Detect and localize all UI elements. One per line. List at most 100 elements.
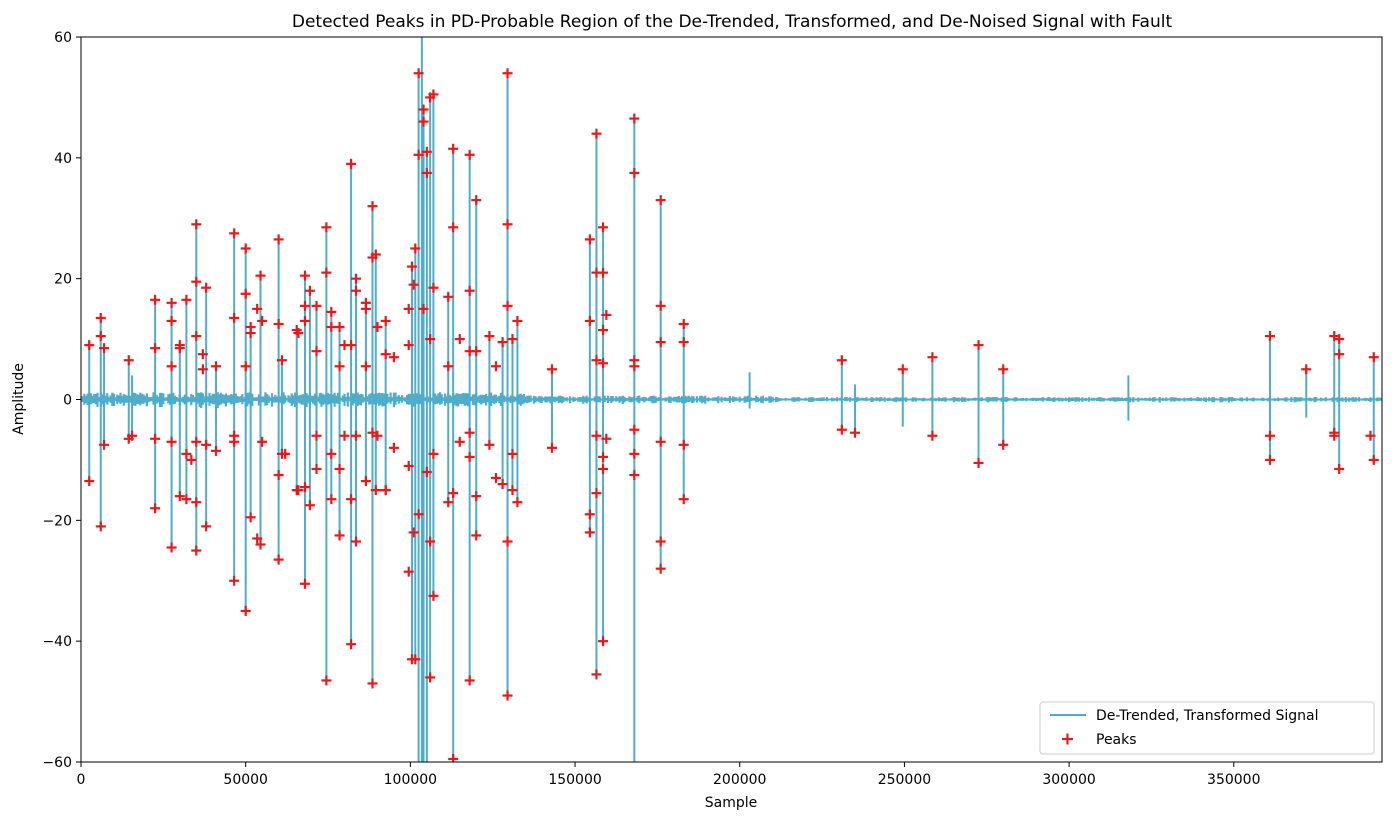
peak-marker [388, 442, 399, 453]
peak-marker [201, 521, 212, 532]
peak-marker [166, 436, 177, 447]
peak-marker [471, 346, 482, 357]
peak-marker [197, 364, 208, 375]
peak-marker [1368, 454, 1379, 465]
peak-marker [240, 243, 251, 254]
peak-marker [927, 352, 938, 363]
peak-marker [507, 334, 518, 345]
peak-marker [334, 361, 345, 372]
peak-marker [150, 294, 161, 305]
peak-marker [655, 563, 666, 574]
peak-marker [443, 291, 454, 302]
peak-marker [255, 270, 266, 281]
peak-marker [257, 436, 268, 447]
legend: De-Trended, Transformed Signal Peaks [1039, 701, 1375, 755]
peak-marker [304, 500, 315, 511]
peak-marker [678, 318, 689, 329]
y-axis-label: Amplitude [11, 363, 27, 435]
peak-marker [464, 427, 475, 438]
peak-marker [191, 497, 202, 508]
peak-marker [655, 195, 666, 206]
peak-marker [421, 146, 432, 157]
peak-marker [346, 158, 357, 169]
peak-marker [471, 491, 482, 502]
y-tick-label: −20 [42, 513, 72, 529]
peak-marker [127, 430, 138, 441]
peak-marker [321, 675, 332, 686]
peak-marker [408, 527, 419, 538]
peak-marker [403, 340, 414, 351]
peak-marker [421, 467, 432, 477]
peak-marker [448, 143, 459, 154]
peak-marker [229, 312, 240, 323]
peak-marker [95, 521, 106, 532]
peak-marker [850, 427, 861, 438]
peak-marker [598, 325, 609, 336]
peak-marker [388, 352, 399, 363]
peak-marker [418, 303, 429, 314]
peak-marker [418, 116, 429, 127]
peak-marker [454, 436, 465, 447]
peak-marker [240, 288, 251, 299]
peak-marker [484, 331, 495, 342]
peak-marker [299, 270, 310, 281]
peak-marker [123, 355, 134, 366]
peak-marker [252, 303, 263, 314]
peak-marker [512, 497, 523, 508]
peak-marker [326, 306, 337, 317]
peak-marker [191, 276, 202, 287]
x-axis: 0 50000 100000 150000 200000 250000 300000 3500… [77, 762, 1261, 788]
peak-marker [351, 430, 362, 441]
peak-marker [311, 463, 322, 474]
peak-marker [299, 315, 310, 326]
peak-marker [598, 222, 609, 233]
peak-marker [293, 485, 304, 496]
peak-marker [678, 439, 689, 450]
peak-marker [304, 285, 315, 296]
peak-marker [351, 285, 362, 296]
peak-marker [973, 340, 984, 351]
peak-marker [229, 436, 240, 447]
peak-marker [346, 340, 357, 351]
peak-marker [502, 690, 513, 701]
peak-marker [95, 331, 106, 342]
peak-marker [591, 669, 602, 680]
peak-marker [326, 322, 337, 332]
peak-marker [380, 315, 391, 326]
x-tick-label: 150000 [548, 772, 601, 788]
peak-marker [407, 261, 418, 272]
peak-marker [464, 285, 475, 296]
peak-marker [403, 460, 414, 471]
peak-marker [166, 315, 177, 326]
peaks-series [84, 68, 1379, 762]
x-tick-label: 0 [77, 772, 86, 788]
peak-marker [428, 448, 439, 459]
legend-peaks-label: Peaks [1096, 732, 1137, 748]
peak-marker [836, 355, 847, 366]
peak-marker [897, 364, 908, 375]
peak-marker [299, 482, 310, 493]
peak-marker [346, 639, 357, 650]
peak-marker [629, 424, 640, 435]
peak-marker [380, 485, 391, 496]
peak-marker [629, 167, 640, 178]
peak-marker [584, 315, 595, 326]
peak-marker [584, 527, 595, 538]
peak-marker [293, 328, 304, 339]
peak-marker [502, 68, 513, 79]
peak-marker [425, 672, 436, 683]
peak-marker [201, 439, 212, 450]
peak-marker [443, 361, 454, 372]
peak-marker [403, 566, 414, 577]
peak-marker [448, 222, 459, 233]
peak-marker [491, 361, 502, 372]
peak-marker [655, 436, 666, 447]
y-tick-label: 60 [54, 30, 72, 46]
peak-marker [512, 315, 523, 326]
peak-marker [240, 361, 251, 372]
legend-peak-marker [1062, 733, 1073, 745]
peak-marker [299, 578, 310, 589]
peak-marker [998, 364, 1009, 375]
peak-marker [370, 485, 381, 496]
peak-marker [546, 364, 557, 375]
